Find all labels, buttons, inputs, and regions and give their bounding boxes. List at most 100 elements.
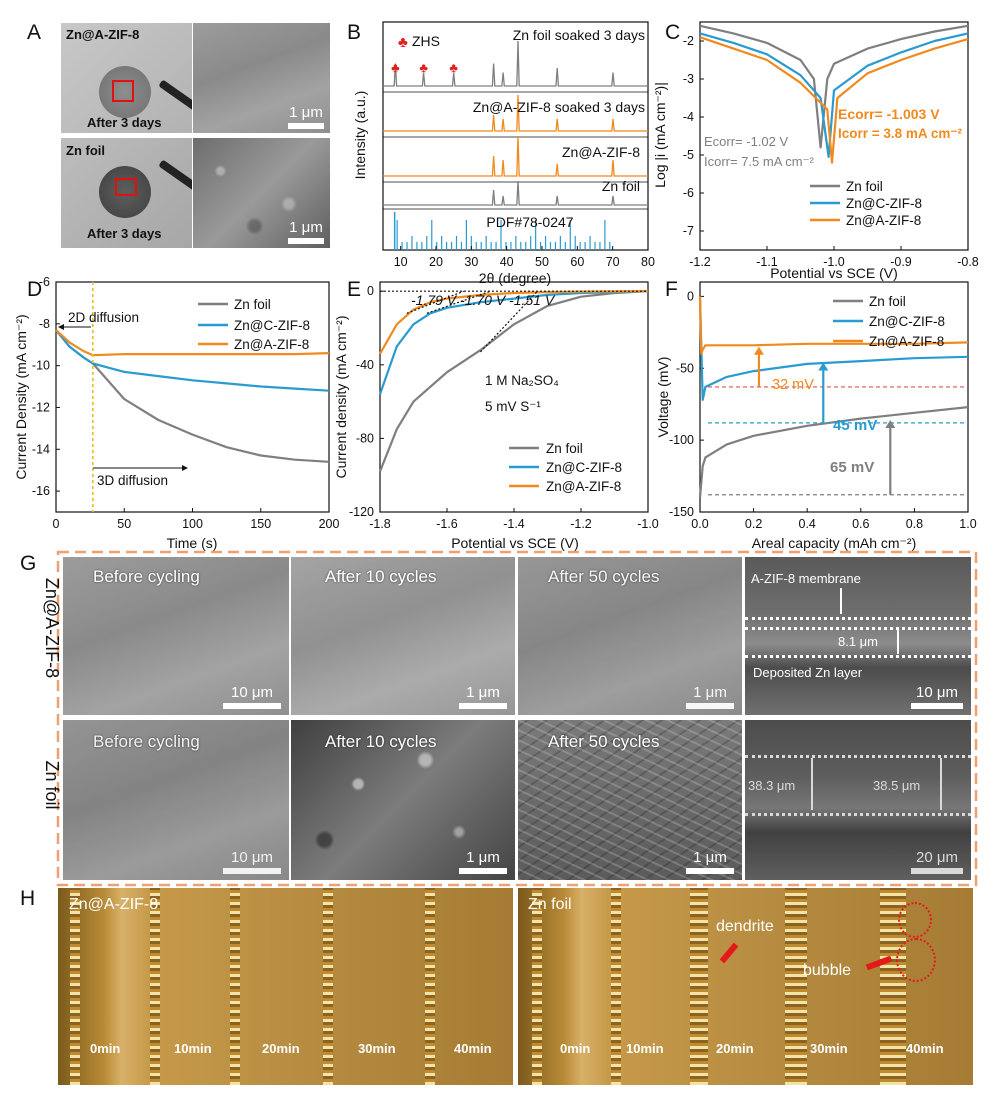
ca-y-tick-label: -10: [32, 359, 50, 373]
series-line-zn-foil: [378, 290, 649, 472]
lsv-y-tick-label: -80: [356, 431, 374, 445]
scalebar-bar: [223, 868, 281, 874]
thickness-label: 8.1 μm: [838, 634, 879, 649]
time-label: 10min: [626, 1041, 664, 1056]
sem-row-label-a-zif8: Zn@A-ZIF-8: [42, 578, 62, 678]
sem-caption: After 50 cycles: [548, 567, 660, 586]
time-label: 30min: [358, 1041, 396, 1056]
xrd-x-tick-label: 40: [500, 255, 514, 269]
voltage-lines: [698, 296, 969, 498]
tafel-x-tick-label: -1.2: [689, 255, 711, 269]
lsv-x-tick-label: -1.2: [570, 517, 592, 531]
scalebar-label: 1 μm: [466, 849, 500, 866]
xrd-x-tick-label: 10: [394, 255, 408, 269]
series-line-zn-a-zif-8: [379, 290, 649, 355]
xrd-trace: [383, 94, 648, 132]
scalebar-label: 1 μm: [693, 849, 727, 866]
optical-a-zif8: Zn@A-ZIF-8 0min 10min 20min 30min 40min: [58, 888, 513, 1085]
dendrite-arrow: [719, 942, 739, 964]
lsv-legend-a-zif8: Zn@A-ZIF-8: [546, 479, 621, 494]
tafel-chart: -1.2 -1.1 -1.0 -0.9 -0.8 -2 -3 -4 -5 -6 -7 Log |i …: [652, 21, 979, 281]
ca-lines: [55, 282, 330, 512]
dendrite-label: dendrite: [716, 918, 774, 935]
overpotential-arrow-zn-foil-head: [885, 420, 896, 428]
tafel-legend-zn-foil: Zn foil: [846, 179, 883, 194]
voltage-y-label: Voltage (mV): [655, 357, 671, 438]
zhs-marker: ♣: [449, 60, 458, 75]
voltage-legend-a-zif8: Zn@A-ZIF-8: [869, 334, 944, 349]
xrd-trace: [383, 40, 648, 87]
series-line-zn-c-zif-8: [378, 290, 649, 395]
xrd-x-tick-label: 80: [641, 255, 655, 269]
voltage-x-tick-label: 0.0: [691, 517, 708, 531]
tafel-legend: Zn foil Zn@C-ZIF-8 Zn@A-ZIF-8: [810, 179, 922, 228]
voltage-legend: Zn foil Zn@C-ZIF-8 Zn@A-ZIF-8: [833, 294, 945, 349]
electrode-edge: [690, 888, 708, 1085]
lsv-y-tick-label: -120: [349, 505, 374, 519]
tafel-y-tick-label: -5: [683, 148, 694, 162]
scalebar: 1 μm: [686, 684, 734, 709]
electrode-edge: [150, 888, 160, 1085]
scalebar: 20 μm: [911, 849, 963, 874]
voltage-ann-a-zif8: 32 mV: [772, 377, 814, 393]
xrd-x-tick-label: 60: [570, 255, 584, 269]
scalebar-label: 10 μm: [231, 684, 273, 701]
lsv-legend: Zn foil Zn@C-ZIF-8 Zn@A-ZIF-8: [509, 441, 622, 494]
sem-caption: After 10 cycles: [325, 567, 437, 586]
ca-3d-arrowhead: [182, 465, 188, 471]
voltage-x-tick-label: 0.8: [906, 517, 923, 531]
lsv-y-label: Current density (mA cm⁻²): [333, 316, 349, 479]
tafel-lines: [699, 24, 969, 164]
series-line-zn-c-zif-8: [55, 329, 330, 392]
electrode-edge: [323, 888, 333, 1085]
tafel-ecorr-gray: Ecorr= -1.02 V: [704, 134, 789, 149]
scalebar-bar: [911, 868, 963, 874]
panel-label-b: B: [347, 21, 361, 44]
optical-title-zn-foil: Zn foil: [528, 896, 572, 913]
xrd-x-tick-label: 30: [464, 255, 478, 269]
lsv-y-tick-label: 0: [367, 284, 374, 298]
series-line-zn-a-zif-8: [55, 329, 330, 357]
overpotential-arrow-c-zif8-head: [818, 362, 829, 371]
scalebar-bar: [223, 703, 281, 709]
voltage-x-tick-label: 0.6: [852, 517, 869, 531]
photo-caption-a-zif8: After 3 days: [87, 115, 162, 130]
lsv-onset-potentials: -1.79 V -1.70 V -1.51 V: [411, 292, 556, 308]
voltage-ann-zn-foil: 65 mV: [830, 459, 874, 476]
voltage-ann-c-zif8: 45 mV: [833, 417, 877, 434]
lsv-chart: -1.8 -1.6 -1.4 -1.2 -1.0 0 -40 -80 -120 Current …: [333, 281, 659, 551]
tafel-y-tick-label: -2: [683, 34, 694, 48]
scalebar-a-top-label: 1 μm: [289, 104, 323, 121]
optical-zn-foil: Zn foil dendrite bubble 0min 10min 20min…: [518, 888, 973, 1085]
ca-y-tick-label: -16: [32, 484, 50, 498]
scalebar: 1 μm: [459, 849, 507, 874]
electrode-edge: [611, 888, 621, 1085]
sem-zn-foil-soaked: 1 μm: [193, 138, 330, 248]
deposit-line: [745, 655, 971, 658]
scalebar-bar: [911, 703, 963, 709]
xrd-x-label: 2θ (degree): [479, 270, 551, 286]
voltage-y-tick-label: -100: [669, 433, 694, 447]
xrd-trace-label-pdf: PDF#78-0247: [486, 214, 573, 230]
ca-chart: 0 50 100 150 200 -6 -8 -10 -12 -14 -16 Current Den…: [13, 275, 339, 551]
sem-frame: [56, 550, 978, 887]
lsv-x-tick-label: -1.4: [503, 517, 525, 531]
scalebar-bar: [686, 868, 734, 874]
xrd-trace-label-zn-foil: Zn foil: [602, 178, 640, 194]
tafel-y-label: Log |i (mA cm⁻²)|: [652, 82, 668, 188]
thickness-arrow: [897, 628, 899, 654]
ca-y-tick-label: -8: [39, 317, 50, 331]
series-line-zn-c-zif-8: [698, 296, 969, 401]
xrd-x-tick-label: 20: [429, 255, 443, 269]
tafel-y-tick-label: -7: [683, 224, 694, 238]
onset-tangent: [480, 290, 538, 353]
electrode-disc: [99, 66, 151, 118]
scalebar-bar: [686, 703, 734, 709]
series-line-zn-a-zif-8: [699, 36, 969, 164]
tafel-x-tick-label: -1.0: [823, 255, 845, 269]
xrd-trace: [383, 135, 648, 177]
tafel-x-tick-label: -0.9: [890, 255, 912, 269]
voltage-x-tick-label: 1.0: [959, 517, 976, 531]
bubble-circle: [898, 902, 932, 938]
ca-legend-zn-foil: Zn foil: [234, 297, 271, 312]
